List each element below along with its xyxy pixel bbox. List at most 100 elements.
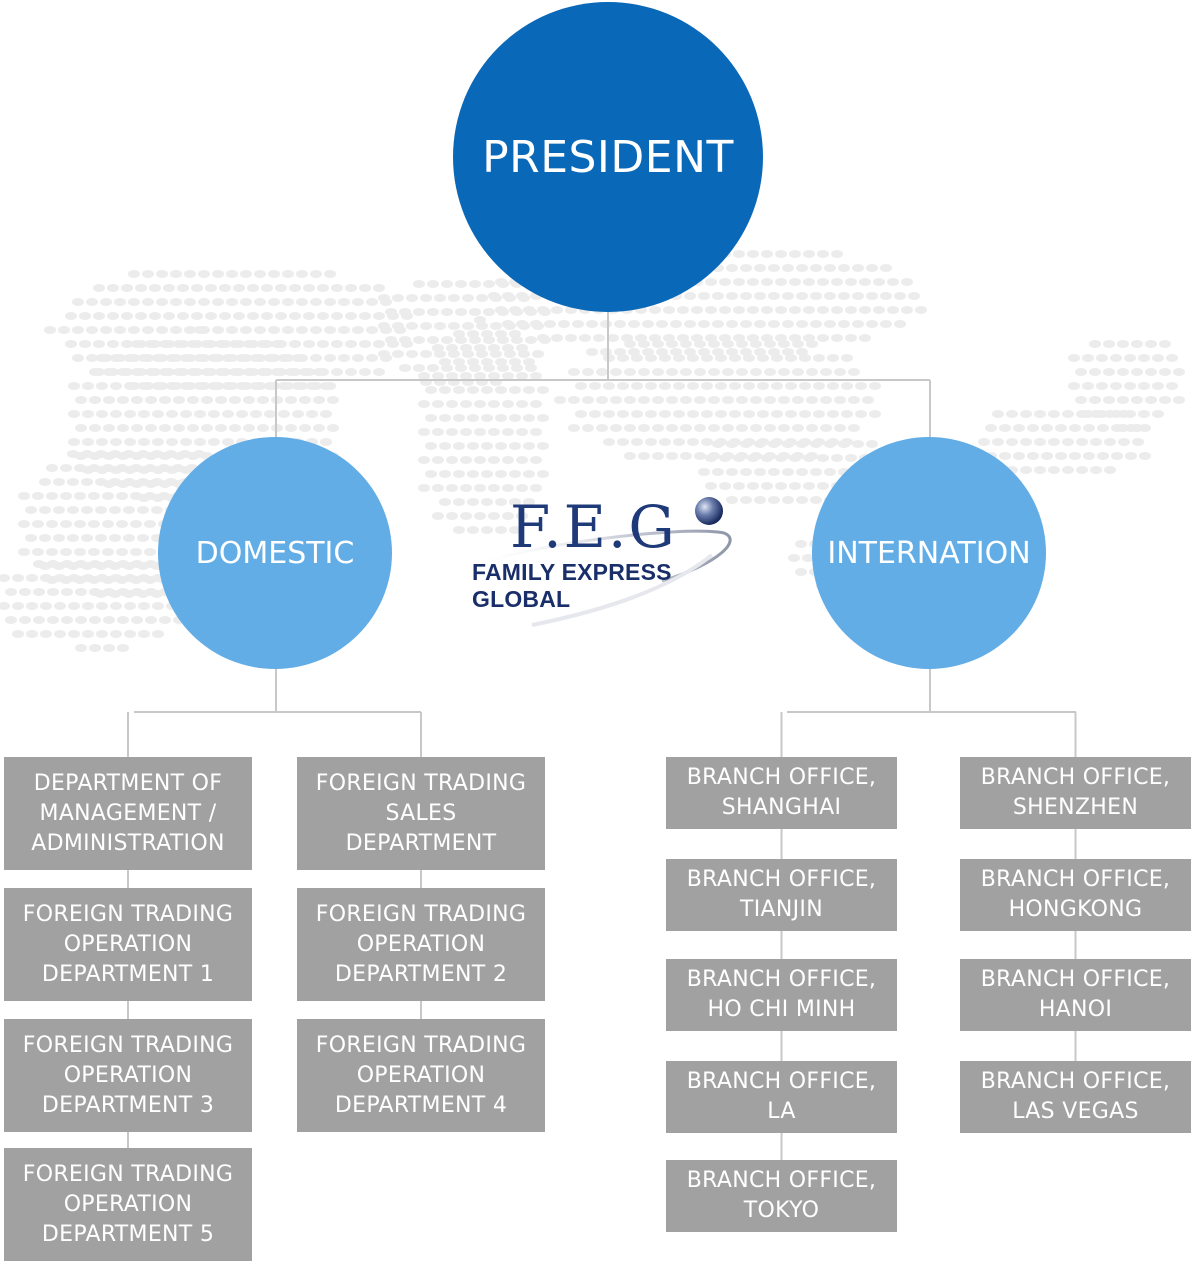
internation-label: INTERNATION [827, 535, 1031, 571]
map-dot [827, 410, 839, 418]
map-dot [434, 294, 446, 302]
map-dot [649, 306, 661, 314]
map-dot [18, 520, 30, 528]
map-dot [240, 270, 252, 278]
map-dot [1131, 424, 1143, 432]
map-dot [841, 410, 853, 418]
logo-tagline: FAMILY EXPRESS GLOBAL [472, 559, 672, 612]
map-dot [736, 368, 748, 376]
map-dot [1027, 424, 1039, 432]
map-dot [247, 284, 259, 292]
map-dot [708, 368, 720, 376]
map-dot [1089, 396, 1101, 404]
map-dot [516, 320, 528, 328]
map-dot [1020, 410, 1032, 418]
map-dot [474, 484, 486, 492]
map-dot [551, 334, 563, 342]
map-dot [750, 396, 762, 404]
map-dot [233, 284, 245, 292]
map-dot [418, 400, 430, 408]
map-dot [324, 298, 336, 306]
map-dot [310, 326, 322, 334]
map-dot [177, 312, 189, 320]
map-dot [1090, 466, 1102, 474]
map-dot [1138, 410, 1150, 418]
map-dot [488, 484, 500, 492]
map-dot [359, 312, 371, 320]
map-dot [476, 322, 488, 330]
map-dot [509, 526, 521, 534]
map-dot [768, 320, 780, 328]
map-dot [789, 454, 801, 462]
map-dot [123, 534, 135, 542]
map-dot [47, 616, 59, 624]
map-dot [722, 340, 734, 348]
map-dot [866, 264, 878, 272]
map-dot [476, 294, 488, 302]
map-dot [1110, 382, 1122, 390]
map-dot [502, 428, 514, 436]
map-dot [511, 336, 523, 344]
map-dot [764, 424, 776, 432]
map-dot [152, 438, 164, 446]
map-dot [803, 278, 815, 286]
map-dot [40, 602, 52, 610]
map-dot [645, 382, 657, 390]
map-dot [831, 306, 843, 314]
map-dot [789, 278, 801, 286]
map-dot [67, 478, 79, 486]
map-dot [824, 440, 836, 448]
map-dot [848, 368, 860, 376]
map-dot [1125, 452, 1137, 460]
map-dot [757, 382, 769, 390]
map-dot [191, 312, 203, 320]
map-dot [803, 482, 815, 490]
logo-mark: F.E.G [510, 493, 677, 561]
map-dot [453, 386, 465, 394]
map-dot [497, 364, 509, 372]
map-dot [768, 292, 780, 300]
map-dot [841, 354, 853, 362]
map-dot [32, 520, 44, 528]
map-dot [5, 588, 17, 596]
map-dot [866, 292, 878, 300]
map-dot [131, 424, 143, 432]
map-dot [289, 340, 301, 348]
map-dot [1097, 452, 1109, 460]
map-dot [754, 320, 766, 328]
map-dot [726, 468, 738, 476]
map-dot [39, 534, 51, 542]
map-dot [462, 322, 474, 330]
map-dot [733, 306, 745, 314]
map-dot [103, 424, 115, 432]
map-dot [117, 424, 129, 432]
map-dot [495, 330, 507, 338]
map-dot [617, 382, 629, 390]
map-dot [593, 334, 605, 342]
map-dot [446, 400, 458, 408]
map-dot [1076, 438, 1088, 446]
map-dot [432, 456, 444, 464]
map-dot [481, 526, 493, 534]
map-dot [568, 368, 580, 376]
map-dot [495, 526, 507, 534]
map-dot [338, 326, 350, 334]
map-dot [103, 560, 115, 568]
map-dot [754, 440, 766, 448]
map-dot [219, 284, 231, 292]
map-dot [467, 470, 479, 478]
map-dot [497, 336, 509, 344]
map-dot [652, 396, 664, 404]
map-dot [460, 400, 472, 408]
map-dot [572, 320, 584, 328]
map-dot [596, 368, 608, 376]
map-dot [1075, 368, 1087, 376]
map-dot [198, 270, 210, 278]
map-dot [628, 320, 640, 328]
map-dot [523, 414, 535, 422]
department-box: FOREIGN TRADING OPERATION DEPARTMENT 2 [297, 888, 545, 1001]
map-dot [483, 308, 495, 316]
map-dot [292, 382, 304, 390]
map-dot [158, 492, 170, 500]
branch-office-box: BRANCH OFFICE, TOKYO [666, 1160, 897, 1232]
